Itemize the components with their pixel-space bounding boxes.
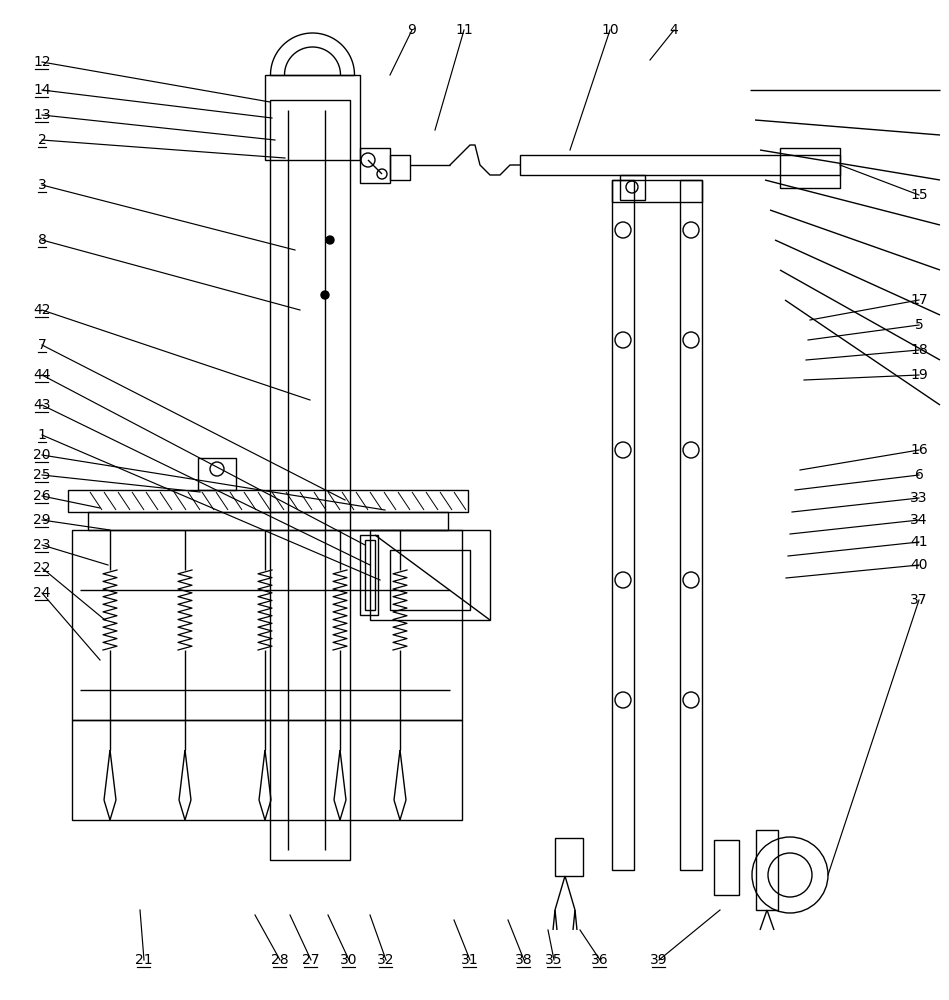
Text: 29: 29 bbox=[33, 513, 51, 527]
Bar bbox=[360, 148, 390, 183]
Bar bbox=[370, 530, 490, 620]
Text: 26: 26 bbox=[33, 489, 51, 503]
Text: 1: 1 bbox=[38, 428, 47, 442]
Bar bbox=[390, 155, 410, 180]
Bar bbox=[72, 720, 462, 820]
Text: 5: 5 bbox=[915, 318, 923, 332]
Bar bbox=[88, 512, 448, 530]
Text: 33: 33 bbox=[910, 491, 928, 505]
Text: 24: 24 bbox=[33, 586, 50, 600]
Text: 8: 8 bbox=[38, 233, 47, 247]
Circle shape bbox=[326, 236, 334, 244]
Text: 42: 42 bbox=[33, 303, 50, 317]
Bar bbox=[612, 180, 702, 202]
Text: 2: 2 bbox=[38, 133, 47, 147]
Text: 4: 4 bbox=[670, 23, 679, 37]
Text: 28: 28 bbox=[271, 953, 288, 967]
Text: 13: 13 bbox=[33, 108, 51, 122]
Text: 10: 10 bbox=[601, 23, 619, 37]
Text: 40: 40 bbox=[910, 558, 928, 572]
Bar bbox=[612, 180, 634, 870]
Bar bbox=[68, 490, 468, 512]
Text: 37: 37 bbox=[910, 593, 928, 607]
Text: 38: 38 bbox=[515, 953, 532, 967]
Text: 36: 36 bbox=[591, 953, 609, 967]
Text: 25: 25 bbox=[33, 468, 50, 482]
Bar bbox=[620, 175, 645, 200]
Bar bbox=[555, 838, 583, 876]
Text: 9: 9 bbox=[407, 23, 417, 37]
Text: 21: 21 bbox=[135, 953, 153, 967]
Bar bbox=[360, 535, 378, 615]
Bar bbox=[714, 840, 739, 895]
Text: 3: 3 bbox=[38, 178, 47, 192]
Bar bbox=[520, 155, 840, 175]
Text: 20: 20 bbox=[33, 448, 50, 462]
Bar bbox=[756, 830, 778, 910]
Text: 30: 30 bbox=[341, 953, 358, 967]
Text: 7: 7 bbox=[38, 338, 47, 352]
Bar bbox=[72, 530, 462, 720]
Text: 22: 22 bbox=[33, 561, 50, 575]
Bar bbox=[365, 540, 375, 610]
Text: 14: 14 bbox=[33, 83, 51, 97]
Text: 43: 43 bbox=[33, 398, 50, 412]
Text: 34: 34 bbox=[910, 513, 928, 527]
Bar bbox=[270, 100, 350, 860]
Text: 6: 6 bbox=[915, 468, 923, 482]
Text: 11: 11 bbox=[456, 23, 473, 37]
Text: 17: 17 bbox=[910, 293, 928, 307]
Bar bbox=[390, 550, 470, 610]
Text: 39: 39 bbox=[650, 953, 668, 967]
Bar bbox=[198, 458, 236, 490]
Circle shape bbox=[321, 291, 329, 299]
Bar bbox=[265, 75, 360, 160]
Text: 19: 19 bbox=[910, 368, 928, 382]
Text: 12: 12 bbox=[33, 55, 51, 69]
Text: 16: 16 bbox=[910, 443, 928, 457]
Text: 15: 15 bbox=[910, 188, 928, 202]
Text: 41: 41 bbox=[910, 535, 928, 549]
Text: 27: 27 bbox=[302, 953, 320, 967]
Text: 35: 35 bbox=[546, 953, 563, 967]
Bar bbox=[780, 148, 840, 188]
Text: 23: 23 bbox=[33, 538, 50, 552]
Text: 32: 32 bbox=[378, 953, 395, 967]
Text: 31: 31 bbox=[461, 953, 479, 967]
Text: 18: 18 bbox=[910, 343, 928, 357]
Text: 44: 44 bbox=[33, 368, 50, 382]
Bar bbox=[680, 180, 702, 870]
